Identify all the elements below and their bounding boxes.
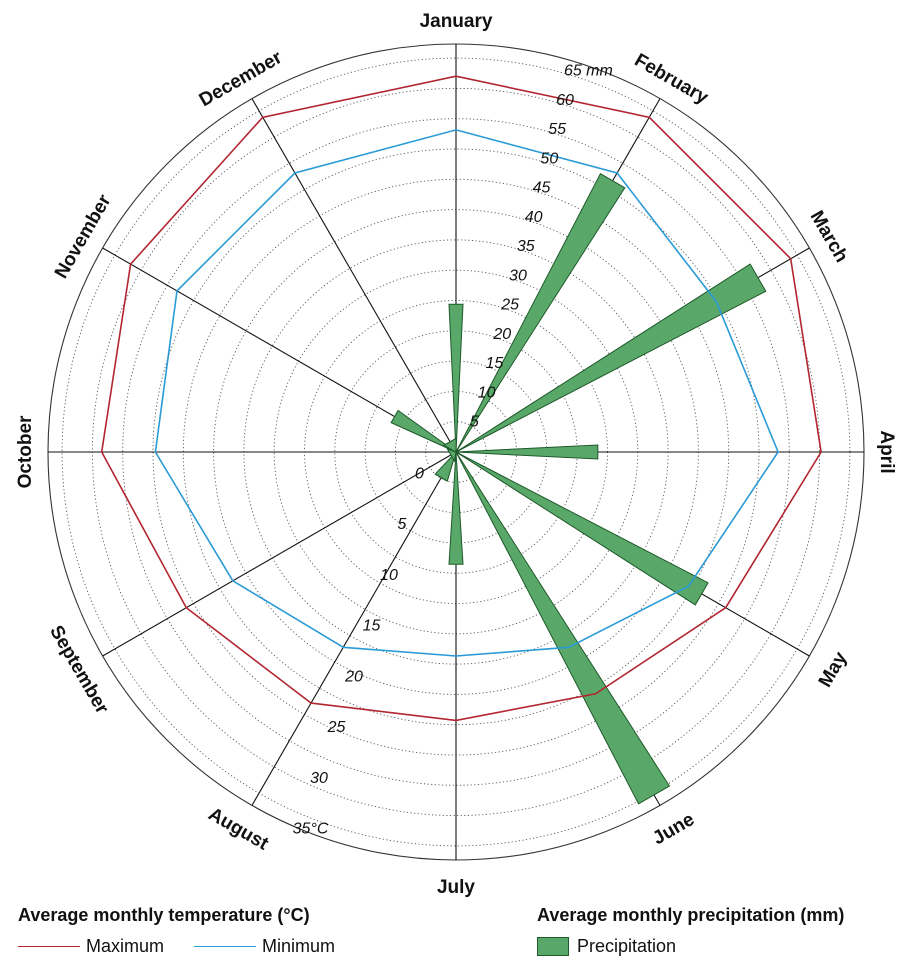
temperature-tick-label: 10 — [380, 567, 398, 584]
maximum-temperature-line — [100, 75, 822, 722]
precipitation-tick-label: 15 — [486, 355, 504, 372]
legend-precipitation-label: Precipitation — [577, 936, 677, 956]
precipitation-tick-label: 20 — [492, 326, 511, 343]
legend-maximum-label: Maximum — [86, 936, 165, 956]
temperature-tick-label: 20 — [344, 668, 363, 685]
precip-bar-november — [390, 409, 457, 453]
precip-bar-august — [434, 451, 457, 482]
month-label-october: October — [15, 415, 36, 488]
temperature-tick-label: 5 — [398, 516, 407, 533]
polar-climate-chart: 5 10 15 20 25 30 35 40 45 50 55 60 65 mm 0 5 10 15 20 25 30… — [15, 11, 897, 898]
month-label-may: May — [815, 648, 852, 691]
temperature-legend-title: Average monthly temperature (°C) — [18, 905, 310, 925]
temperature-series — [100, 75, 822, 722]
precipitation-swatch — [537, 937, 569, 956]
legend-maximum: Maximum — [18, 936, 164, 957]
precip-bar-june — [455, 451, 671, 805]
precip-bar-july — [448, 451, 464, 565]
precipitation-tick-label: 50 — [540, 150, 558, 167]
month-label-february: February — [631, 50, 712, 109]
temperature-tick-label: 0 — [415, 465, 424, 482]
precipitation-tick-label: 65 mm — [564, 63, 613, 80]
minimum-temperature-line — [154, 129, 780, 657]
precipitation-series — [390, 172, 767, 805]
precip-bar-april — [455, 444, 599, 460]
legend-precipitation: Precipitation — [537, 936, 676, 957]
tick-labels: 5 10 15 20 25 30 35 40 45 50 55 60 65 mm 0 5 10 15 20 25 30… — [293, 63, 613, 838]
precipitation-tick-label: 55 — [548, 121, 566, 138]
month-label-april: April — [876, 430, 897, 473]
precipitation-tick-label: 25 — [500, 297, 519, 314]
temperature-legend: Average monthly temperature (°C) Maximum… — [18, 905, 335, 957]
precipitation-tick-label: 10 — [478, 384, 496, 401]
spoke-august — [251, 451, 457, 806]
temperature-tick-label: 15 — [363, 618, 381, 635]
precip-bar-december — [443, 437, 457, 453]
precip-bar-may — [455, 451, 709, 606]
precipitation-tick-label: 45 — [533, 180, 551, 197]
month-label-september: September — [45, 622, 113, 718]
precip-bar-february — [455, 172, 626, 453]
month-label-january: January — [420, 11, 493, 32]
month-label-june: June — [649, 809, 698, 849]
legend-minimum: Minimum — [194, 936, 335, 957]
legend-minimum-label: Minimum — [262, 936, 336, 956]
minimum-swatch — [194, 946, 257, 947]
precipitation-legend: Average monthly precipitation (mm) Preci… — [537, 905, 844, 957]
precip-bar-january — [448, 303, 464, 453]
precipitation-tick-label: 35 — [517, 238, 535, 255]
maximum-swatch — [18, 946, 80, 947]
temperature-tick-label: 30 — [310, 770, 328, 787]
month-label-march: March — [806, 207, 852, 266]
precipitation-tick-label: 30 — [509, 267, 527, 284]
temperature-tick-label: 25 — [327, 719, 346, 736]
temperature-tick-label: 35°C — [293, 821, 329, 838]
month-label-december: December — [196, 47, 287, 111]
precipitation-legend-title: Average monthly precipitation (mm) — [537, 905, 845, 925]
month-label-november: November — [51, 191, 116, 282]
precipitation-tick-label: 40 — [525, 209, 543, 226]
precipitation-tick-label: 60 — [556, 92, 574, 109]
spoke-december — [251, 98, 457, 453]
spoke-september — [102, 451, 457, 657]
precipitation-tick-label: 5 — [470, 414, 479, 431]
month-label-july: July — [437, 877, 475, 898]
precip-bar-march — [455, 263, 767, 453]
